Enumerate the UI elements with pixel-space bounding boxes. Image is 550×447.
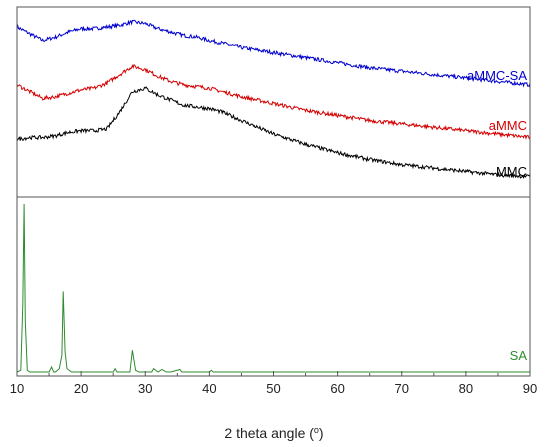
x-tick-label: 80 — [459, 381, 473, 396]
bottom-panel: SA — [16, 203, 530, 373]
x-tick-label: 40 — [202, 381, 216, 396]
top-panel: aMMC-SA aMMC MMC — [16, 19, 531, 179]
x-axis-label: 2 theta angle (o) — [224, 425, 323, 441]
series-line-mmc — [16, 86, 531, 179]
series-line-ammc — [16, 64, 530, 140]
plot-border — [16, 6, 531, 377]
x-axis-label-main: 2 theta angle ( — [224, 425, 314, 441]
x-tick-label: 60 — [330, 381, 344, 396]
x-tick-label: 10 — [10, 381, 24, 396]
x-tick-label: 20 — [74, 381, 88, 396]
x-axis-label-sup: o — [314, 425, 319, 435]
x-tick-label: 70 — [395, 381, 409, 396]
x-axis-label-end: ) — [319, 425, 324, 441]
series-line-ammc-sa — [16, 19, 531, 88]
x-tick-label: 50 — [266, 381, 280, 396]
series-label-ammc: aMMC — [489, 118, 527, 133]
series-label-mmc: MMC — [496, 164, 527, 179]
series-label-ammc-sa: aMMC-SA — [467, 68, 527, 83]
plot-frame — [16, 6, 531, 377]
series-line-sa — [16, 203, 530, 373]
x-axis-ticks: 10 20 30 40 50 60 70 80 90 — [10, 371, 537, 396]
series-label-sa: SA — [510, 348, 528, 363]
x-tick-label: 90 — [523, 381, 537, 396]
x-tick-label: 30 — [138, 381, 152, 396]
